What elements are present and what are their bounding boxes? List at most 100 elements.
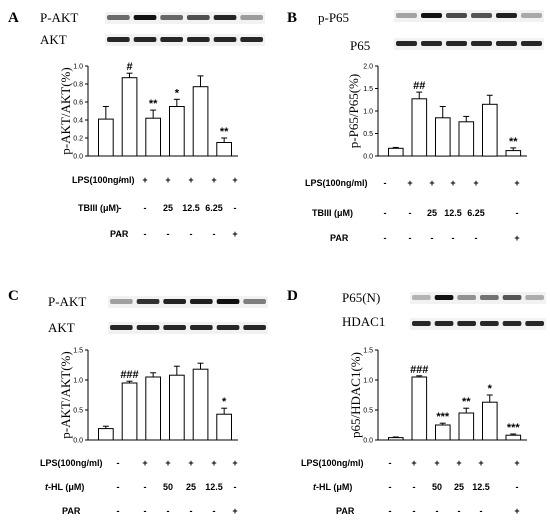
condition-label-c: LPS(100ng/ml) (40, 458, 103, 468)
bar-b (482, 103, 498, 157)
y-tick-label-d: 0.0 (363, 438, 373, 445)
bar-a (216, 142, 233, 157)
condition-cell-d: + (456, 458, 461, 468)
y-tick-label-a: 0.2 (73, 136, 83, 143)
condition-cell-c: - (144, 506, 147, 516)
condition-cell-d: - (413, 482, 416, 492)
bar-c (216, 413, 233, 441)
condition-cell-b: - (384, 208, 387, 218)
blot-label-b-2: P65 (350, 38, 370, 53)
condition-cell-a: + (142, 175, 147, 185)
condition-cell-b: - (475, 233, 478, 243)
blot-band-d (502, 321, 522, 326)
condition-cell-c: - (167, 506, 170, 516)
blot-band-d (525, 321, 544, 326)
significance-label-d: ** (462, 396, 471, 408)
condition-cell-a: 12.5 (182, 203, 200, 213)
bar-b (411, 98, 428, 157)
blot-band-a (133, 15, 157, 20)
blot-label-a-1: P-AKT (40, 10, 78, 25)
bar-a (169, 106, 185, 157)
bar-d (505, 434, 522, 441)
condition-cell-a: - (119, 175, 122, 185)
bar-a (98, 118, 114, 157)
panel-letter-b: B (287, 10, 297, 26)
bar-d (458, 412, 475, 441)
blot-label-d-2: HDAC1 (342, 314, 385, 329)
y-tick-label-b: 1.0 (363, 109, 373, 116)
blot-label-c-2: AKT (48, 320, 75, 335)
condition-cell-a: - (234, 203, 237, 213)
condition-cell-b: + (429, 178, 434, 188)
condition-cell-d: - (389, 506, 392, 516)
panel-letter-c: C (8, 288, 19, 304)
blot-band-b (521, 41, 542, 46)
condition-cell-a: + (188, 175, 193, 185)
condition-cell-c: - (234, 482, 237, 492)
bar-c (145, 376, 162, 441)
condition-label-d: LPS(100ng/ml) (301, 458, 364, 468)
condition-cell-b: + (407, 178, 412, 188)
bar-b (505, 150, 522, 157)
y-axis-label-b: p-P65/P65(%) (346, 74, 361, 148)
condition-cell-b: + (514, 233, 519, 243)
significance-label-d: *** (507, 422, 521, 434)
y-tick-label-c: 1.0 (73, 378, 83, 385)
bar-d (435, 424, 451, 441)
condition-label-a: LPS(100ng/ml) (72, 175, 135, 185)
condition-cell-d: 12.5 (472, 482, 490, 492)
bar-a (121, 77, 138, 157)
bar-c (192, 368, 209, 441)
y-tick-label-c: 0.0 (73, 438, 83, 445)
condition-cell-c: 25 (186, 482, 196, 492)
blot-band-c (190, 325, 213, 330)
blot-band-b (396, 41, 417, 46)
condition-cell-d: + (478, 458, 483, 468)
condition-cell-a: - (144, 229, 147, 239)
condition-cell-a: + (232, 229, 237, 239)
condition-cell-d: 50 (432, 482, 442, 492)
blot-band-b (521, 13, 542, 18)
condition-cell-c: - (213, 506, 216, 516)
condition-cell-b: + (514, 178, 519, 188)
blot-band-d (412, 295, 431, 300)
condition-cell-b: 12.5 (444, 208, 462, 218)
bar-a (145, 117, 162, 157)
panel-letter-d: D (287, 288, 298, 304)
blot-band-b (421, 13, 442, 18)
condition-cell-b: 6.25 (467, 208, 485, 218)
condition-cell-a: 6.25 (205, 203, 223, 213)
blot-band-b (446, 41, 467, 46)
y-axis-label-c: p-AKT/AKT(%) (58, 351, 73, 438)
blot-band-d (457, 295, 476, 300)
blot-label-b-1: p-P65 (318, 10, 349, 25)
condition-cell-d: - (436, 506, 439, 516)
condition-label-a: TBIII (μM) (78, 203, 119, 213)
blot-band-b (496, 41, 517, 46)
significance-label-c: * (222, 396, 227, 408)
y-tick-label-d: 0.5 (363, 408, 373, 415)
condition-cell-b: - (452, 233, 455, 243)
blot-band-a (240, 37, 263, 42)
condition-label-c: t-HL (μM) (45, 482, 84, 492)
condition-cell-b: - (384, 233, 387, 243)
condition-cell-d: - (389, 482, 392, 492)
significance-label-a: * (175, 87, 180, 99)
y-tick-label-b: 0.0 (363, 154, 373, 161)
condition-cell-d: - (413, 506, 416, 516)
blot-band-b (421, 41, 442, 46)
condition-cell-b: 25 (427, 208, 437, 218)
condition-label-b: TBIII (μM) (312, 208, 353, 218)
blot-band-b (471, 41, 492, 46)
bar-d (388, 437, 404, 441)
condition-cell-d: + (514, 506, 519, 516)
condition-cell-a: + (211, 175, 216, 185)
blot-band-c (216, 299, 240, 304)
blot-band-a (160, 15, 183, 20)
condition-cell-b: - (516, 208, 519, 218)
condition-label-b: PAR (330, 233, 349, 243)
bar-d (482, 401, 498, 441)
condition-cell-b: - (431, 233, 434, 243)
blot-band-c (243, 299, 266, 304)
